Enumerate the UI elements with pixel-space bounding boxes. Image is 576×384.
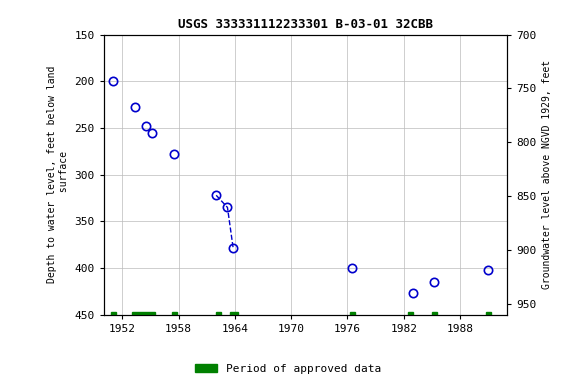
Bar — [408, 312, 413, 315]
Bar — [432, 312, 437, 315]
Bar — [350, 312, 355, 315]
Bar — [111, 312, 116, 315]
Title: USGS 333331112233301 B-03-01 32CBB: USGS 333331112233301 B-03-01 32CBB — [178, 18, 433, 31]
Bar — [230, 312, 238, 315]
Y-axis label: Depth to water level, feet below land
 surface: Depth to water level, feet below land su… — [47, 66, 69, 283]
Y-axis label: Groundwater level above NGVD 1929, feet: Groundwater level above NGVD 1929, feet — [541, 60, 552, 289]
Bar — [132, 312, 156, 315]
Bar — [172, 312, 177, 315]
Bar — [216, 312, 221, 315]
Bar — [486, 312, 491, 315]
Legend: Period of approved data: Period of approved data — [191, 359, 385, 379]
